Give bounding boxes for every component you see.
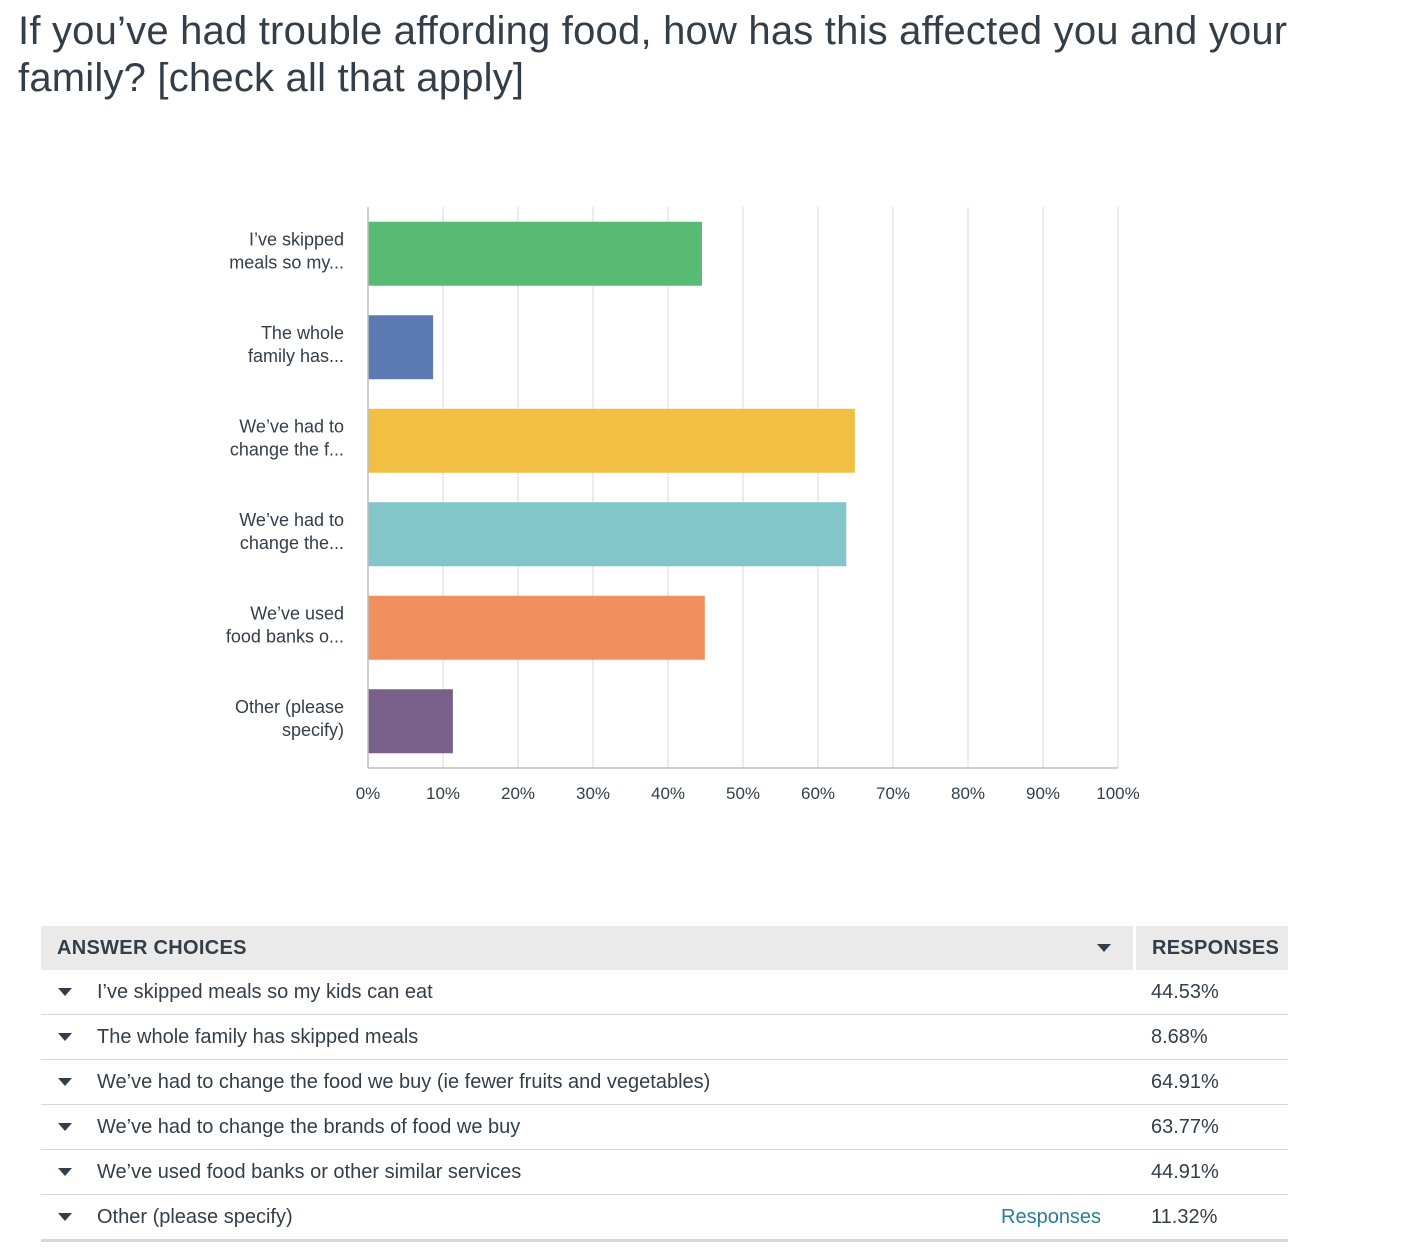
category-label: I’ve skipped	[249, 229, 344, 249]
question-title: If you’ve had trouble affording food, ho…	[18, 9, 1288, 100]
table-row: The whole family has skipped meals 8.68%	[41, 1015, 1288, 1060]
response-percentage: 63.77%	[1151, 1115, 1219, 1138]
table-header: ANSWER CHOICES RESPONSES	[41, 926, 1288, 970]
x-tick-label: 100%	[1096, 784, 1139, 803]
category-label: specify)	[282, 720, 344, 740]
table-row: We’ve had to change the food we buy (ie …	[41, 1060, 1288, 1105]
bar-chart: I’ve skipped meals so my... The whole famil…	[226, 207, 1140, 803]
answer-choice-label: The whole family has skipped meals	[97, 1025, 419, 1048]
bar	[368, 689, 453, 754]
responses-header-label: RESPONSES	[1152, 936, 1280, 959]
x-tick-label: 10%	[426, 784, 460, 803]
response-percentage: 8.68%	[1151, 1025, 1208, 1048]
x-tick-label: 90%	[1026, 784, 1060, 803]
category-label: We’ve had to	[239, 416, 344, 436]
category-label: We’ve had to	[239, 510, 344, 530]
response-percentage: 44.91%	[1151, 1160, 1219, 1183]
table-row: We’ve had to change the brands of food w…	[41, 1105, 1288, 1150]
table-row: Other (please specify) Responses 11.32%	[41, 1195, 1288, 1242]
answer-choice-label: Other (please specify)	[97, 1205, 293, 1228]
response-percentage: 11.32%	[1151, 1205, 1218, 1228]
table-row: I’ve skipped meals so my kids can eat 44…	[41, 970, 1288, 1015]
x-tick-label: 80%	[951, 784, 985, 803]
category-label: food banks o...	[226, 626, 344, 646]
expand-caret-icon[interactable]	[58, 1123, 72, 1131]
expand-caret-icon[interactable]	[58, 1078, 72, 1086]
category-label: The whole	[261, 323, 344, 343]
bar	[368, 595, 705, 660]
header-divider	[1133, 926, 1136, 970]
answer-choice-label: I’ve skipped meals so my kids can eat	[97, 980, 433, 1003]
x-tick-label: 60%	[801, 784, 835, 803]
bar	[368, 502, 847, 567]
category-label: Other (please	[235, 697, 344, 717]
answer-choices-header-label: ANSWER CHOICES	[57, 936, 247, 959]
response-percentage: 64.91%	[1151, 1070, 1219, 1093]
x-tick-label: 20%	[501, 784, 535, 803]
category-label: family has...	[248, 346, 344, 366]
category-label: change the f...	[230, 439, 344, 459]
x-tick-label: 70%	[876, 784, 910, 803]
category-label: change the...	[240, 533, 344, 553]
answer-choices-header[interactable]: ANSWER CHOICES	[41, 926, 1133, 970]
response-percentage: 44.53%	[1151, 980, 1219, 1003]
answer-table: ANSWER CHOICES RESPONSES I’ve skipped me…	[41, 926, 1288, 1242]
bar	[368, 408, 855, 473]
category-label: We’ve used	[250, 603, 344, 623]
responses-header: RESPONSES	[1136, 926, 1288, 970]
x-tick-label: 30%	[576, 784, 610, 803]
expand-caret-icon[interactable]	[58, 1168, 72, 1176]
expand-caret-icon[interactable]	[58, 1213, 72, 1221]
table-row: We’ve used food banks or other similar s…	[41, 1150, 1288, 1195]
x-tick-label: 40%	[651, 784, 685, 803]
answer-choice-label: We’ve had to change the brands of food w…	[97, 1115, 521, 1138]
category-label: meals so my...	[229, 252, 344, 272]
responses-link[interactable]: Responses	[1001, 1205, 1102, 1228]
bar	[368, 315, 434, 380]
answer-choice-label: We’ve used food banks or other similar s…	[97, 1160, 522, 1183]
expand-caret-icon[interactable]	[58, 988, 72, 996]
x-tick-label: 50%	[726, 784, 760, 803]
bar	[368, 221, 702, 286]
sort-caret-icon[interactable]	[1097, 944, 1111, 952]
x-tick-label: 0%	[356, 784, 381, 803]
answer-choice-label: We’ve had to change the food we buy (ie …	[97, 1070, 711, 1093]
expand-caret-icon[interactable]	[58, 1033, 72, 1041]
